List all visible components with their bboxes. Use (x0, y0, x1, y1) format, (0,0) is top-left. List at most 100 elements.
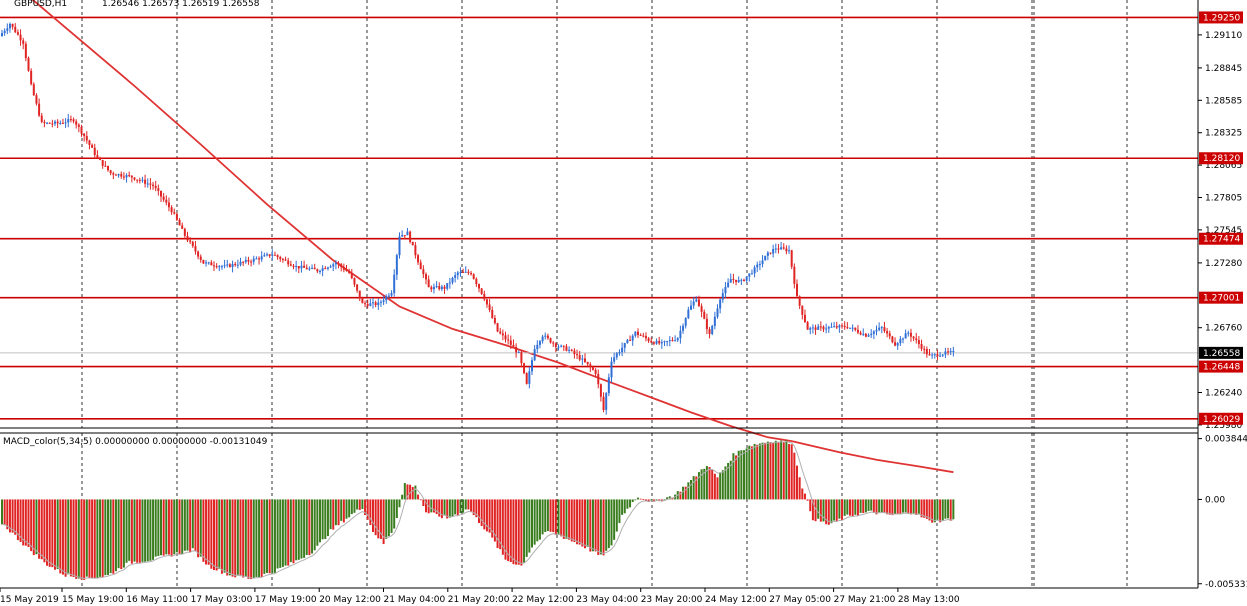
candle-body (154, 185, 157, 189)
candle-body (605, 393, 608, 410)
candle-body (456, 272, 459, 276)
macd-bar (615, 499, 618, 532)
candle-body (809, 328, 812, 330)
macd-bar (316, 499, 319, 546)
macd-bar (878, 499, 881, 513)
macd-bar (194, 499, 197, 552)
macd-bar (827, 499, 830, 525)
macd-bar (271, 499, 274, 574)
macd-bar (220, 499, 223, 574)
macd-bar (69, 499, 72, 577)
candle-body (544, 335, 547, 337)
macd-bar (814, 499, 817, 522)
macd-bar (292, 499, 295, 564)
candle-body (705, 318, 708, 330)
price-tick-label: 1.28065 (1205, 161, 1242, 171)
macd-bar (279, 499, 282, 568)
level-tag (1199, 412, 1243, 425)
macd-bar (205, 499, 208, 565)
candle-body (928, 354, 931, 356)
candle-body (27, 58, 30, 71)
candle-body (377, 302, 380, 306)
candle-body (472, 274, 475, 279)
candle-body (202, 259, 205, 264)
candle-body (3, 30, 6, 34)
macd-bar (737, 450, 740, 500)
candle-body (340, 264, 343, 268)
candle-body (30, 70, 33, 85)
macd-bar (281, 499, 284, 567)
candle-body (520, 352, 523, 364)
candle-body (364, 303, 367, 305)
macd-bar (337, 499, 340, 526)
macd-bar (313, 499, 316, 551)
macd-bar (199, 499, 202, 557)
candle-body (629, 339, 632, 341)
macd-bar (917, 499, 920, 514)
candle-body (406, 231, 409, 236)
macd-bar (382, 499, 385, 545)
macd-bar (560, 499, 563, 537)
macd-bar (258, 499, 261, 577)
macd-bar (456, 499, 459, 516)
candle-body (888, 333, 891, 337)
candle-body (833, 326, 836, 328)
macd-bar (133, 499, 136, 562)
candle-body (374, 302, 377, 306)
macd-bar (597, 499, 600, 555)
macd-bar (72, 499, 75, 577)
bid-tag-label: 1.26558 (1203, 349, 1240, 359)
macd-bar (687, 482, 690, 500)
candle-body (782, 247, 785, 249)
macd-bar (833, 499, 836, 521)
candle-body (549, 338, 552, 343)
candle-body (803, 314, 806, 323)
candle-body (841, 325, 844, 327)
candle-body (944, 351, 947, 355)
candle-body (501, 333, 504, 336)
candle-body (644, 336, 647, 339)
macd-bar (30, 499, 33, 552)
level-tag-label: 1.27001 (1203, 294, 1240, 304)
candle-body (626, 339, 629, 344)
candle-body (223, 265, 226, 267)
macd-bar (138, 499, 141, 563)
macd-bar (51, 499, 54, 568)
macd-bar (822, 499, 825, 522)
macd-bar (931, 499, 934, 523)
macd-bar (531, 499, 533, 548)
macd-bar (538, 499, 541, 540)
macd-bar (613, 499, 616, 540)
macd-bar (936, 499, 939, 520)
candle-body (586, 361, 589, 365)
macd-bar (748, 445, 751, 500)
macd-bar (475, 499, 478, 518)
candle-body (32, 84, 35, 96)
time-tick-label: 21 May 20:00 (448, 595, 510, 605)
candle-body (512, 344, 515, 347)
candle-body (727, 282, 730, 287)
candle-body (372, 302, 374, 304)
candle-body (417, 255, 420, 263)
candle-body (162, 196, 165, 200)
candle-body (870, 333, 873, 336)
candle-body (814, 327, 817, 330)
candle-body (589, 364, 592, 368)
macd-bar (947, 499, 950, 519)
candle-body (920, 343, 923, 349)
macd-bar (3, 499, 6, 526)
macd-bar (472, 499, 475, 516)
candle-body (475, 278, 478, 285)
macd-bar (38, 499, 41, 559)
candle-body (745, 276, 748, 281)
macd-bar (496, 499, 499, 549)
macd-bar (284, 499, 287, 566)
level-tag-label: 1.28120 (1203, 154, 1240, 164)
candle-body (369, 303, 372, 306)
candle-body (607, 377, 610, 394)
macd-bar (43, 499, 46, 563)
candle-body (146, 183, 149, 185)
candle-body (308, 268, 311, 270)
candle-body (756, 264, 759, 268)
